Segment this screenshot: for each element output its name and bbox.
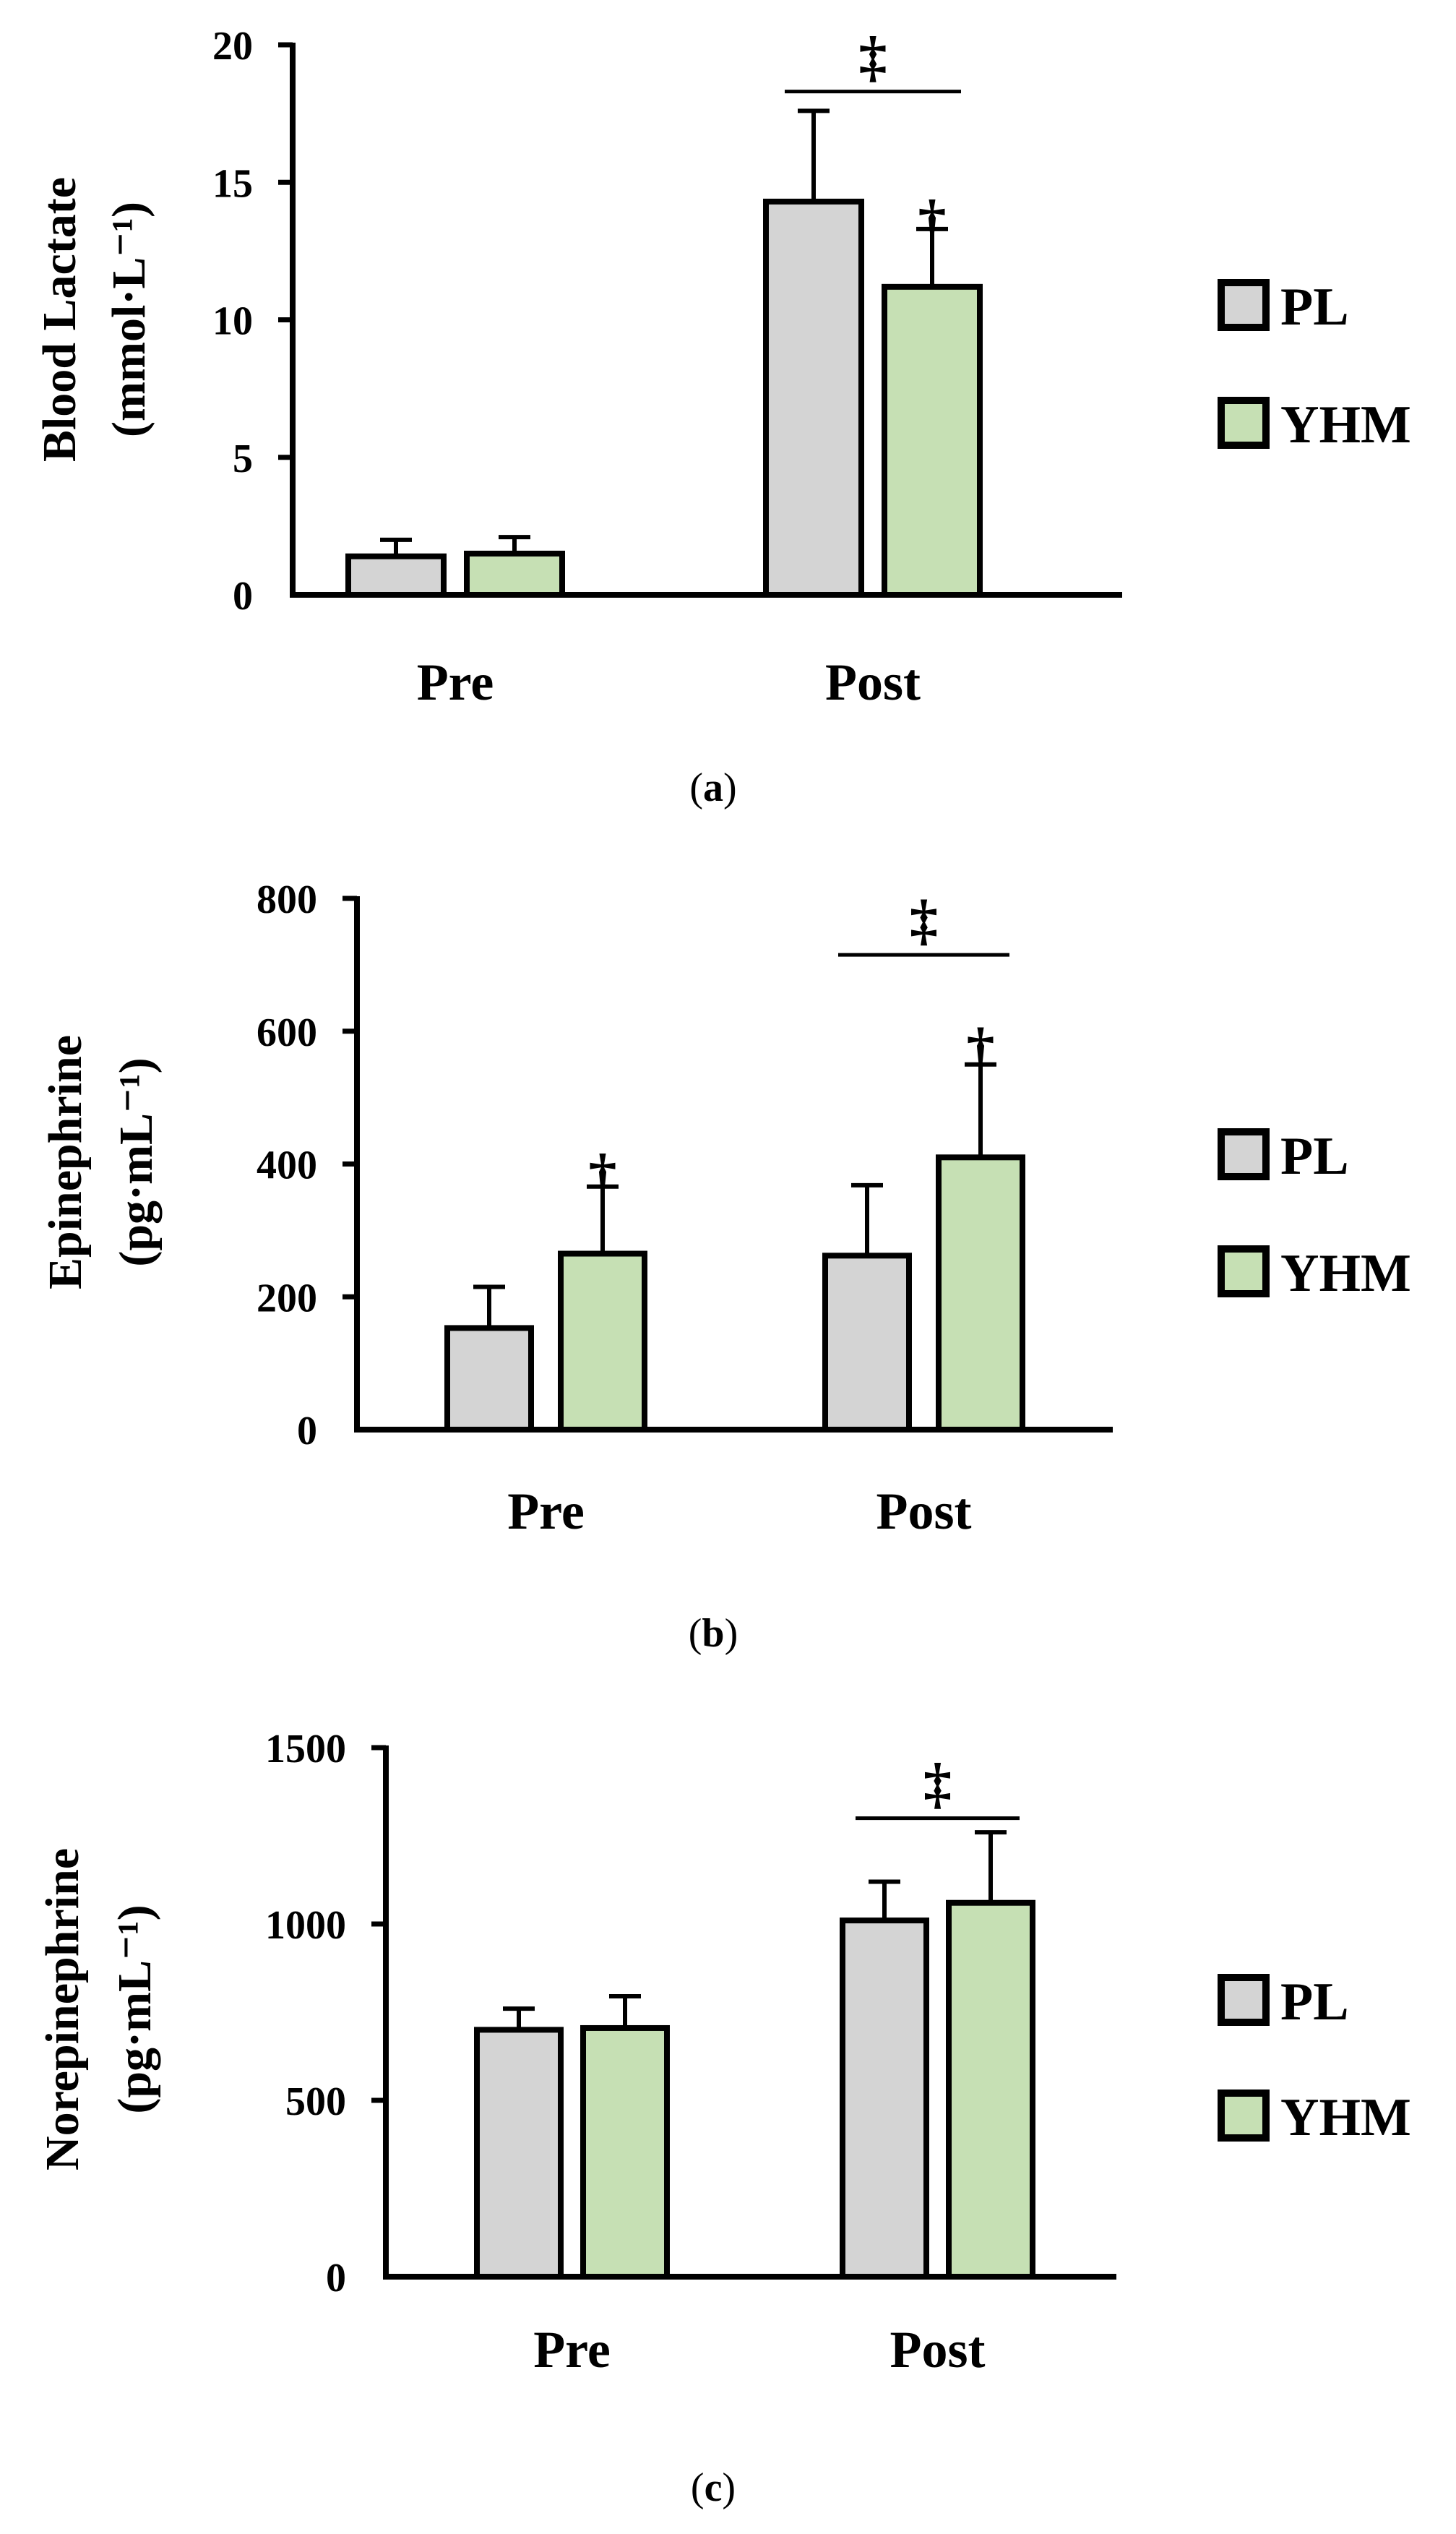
legend-label-yhm: YHM <box>1280 2088 1411 2147</box>
y-tick-label: 0 <box>233 574 253 619</box>
y-axis-title-line1: Epinephrine <box>39 1035 92 1289</box>
bar-pl-post <box>840 1917 929 2280</box>
legend-swatch-pl <box>1218 1128 1270 1180</box>
y-tick-label: 15 <box>212 161 253 206</box>
y-tick-label: 1500 <box>265 1727 346 1771</box>
legend-swatch-pl <box>1218 279 1270 331</box>
legend-swatch-yhm <box>1218 397 1270 449</box>
y-axis-title-line2: (mmol·L⁻¹) <box>103 202 155 437</box>
significance-marker-dagger: † <box>967 1016 995 1079</box>
x-tick-label-pre: Pre <box>507 1482 585 1540</box>
y-tick-label: 0 <box>326 2256 346 2301</box>
legend-label-pl: PL <box>1280 1127 1349 1186</box>
bar-pl-pre <box>444 1325 534 1433</box>
x-tick-label-post: Post <box>825 653 921 711</box>
y-axis-title-line2: (pg·mL⁻¹) <box>108 1904 161 2113</box>
y-tick-label: 800 <box>257 877 317 922</box>
panel-caption: (b) <box>689 1611 738 1656</box>
bar-yhm-pre <box>464 550 565 598</box>
legend-swatch-pl <box>1218 1974 1270 2026</box>
chart-panel-2: 0 200 400 600 800 Pre Post Epinephrine (pg·mL⁻¹)… <box>39 877 1411 1656</box>
y-tick-label: 10 <box>212 299 253 344</box>
y-tick-label: 400 <box>257 1143 317 1188</box>
y-tick-label: 500 <box>285 2079 346 2124</box>
legend-swatch-yhm <box>1218 2090 1270 2142</box>
y-tick-label: 0 <box>297 1409 317 1453</box>
significance-marker-double-dagger: ‡ <box>859 25 887 88</box>
significance-marker-double-dagger: ‡ <box>910 888 938 951</box>
x-tick-label-post: Post <box>890 2321 986 2379</box>
panel-letter: a <box>703 765 723 810</box>
significance-marker-dagger: † <box>589 1143 617 1206</box>
legend-label-pl: PL <box>1280 278 1349 337</box>
bar-yhm-post <box>946 1899 1035 2280</box>
y-axis-title-line1: Norepinephrine <box>36 1848 89 2170</box>
y-tick-label: 5 <box>233 437 253 481</box>
bar-yhm-post <box>936 1154 1025 1433</box>
bar-pl-post <box>822 1253 912 1433</box>
y-tick-label: 600 <box>257 1010 317 1055</box>
bar-pl-pre <box>345 553 447 598</box>
bar-yhm-post <box>882 283 983 598</box>
bar-pl-post <box>763 198 864 598</box>
significance-marker-double-dagger: ‡ <box>923 1752 952 1815</box>
chart-panel-1: 0 5 10 15 20 Pre Post Blood Lactate (mmol·L⁻¹) ‡ †… <box>33 24 1411 810</box>
legend-label-yhm: YHM <box>1280 395 1411 455</box>
y-axis-title-line2: (pg·mL⁻¹) <box>110 1057 163 1266</box>
y-tick-label: 20 <box>212 24 253 69</box>
x-tick-label-pre: Pre <box>417 653 494 711</box>
bar-yhm-pre <box>558 1250 647 1433</box>
legend-label-pl: PL <box>1280 1972 1349 2032</box>
x-tick-label-pre: Pre <box>533 2321 611 2379</box>
legend-label-yhm: YHM <box>1280 1244 1411 1303</box>
significance-marker-dagger: † <box>918 188 947 251</box>
x-tick-label-post: Post <box>876 1482 972 1540</box>
panel-letter: c <box>705 2465 723 2510</box>
y-tick-label: 200 <box>257 1276 317 1320</box>
bar-pl-pre <box>474 2027 564 2280</box>
legend-swatch-yhm <box>1218 1245 1270 1297</box>
y-tick-label: 1000 <box>265 1903 346 1948</box>
chart-panel-3: 0 500 1000 1500 Pre Post Norepinephrine (pg·mL⁻… <box>36 1727 1411 2510</box>
bar-yhm-pre <box>580 2024 670 2280</box>
y-axis-title-line1: Blood Lactate <box>33 177 86 462</box>
panel-caption: (c) <box>691 2465 736 2510</box>
panel-letter: b <box>702 1611 724 1656</box>
panel-caption: (a) <box>689 765 736 810</box>
